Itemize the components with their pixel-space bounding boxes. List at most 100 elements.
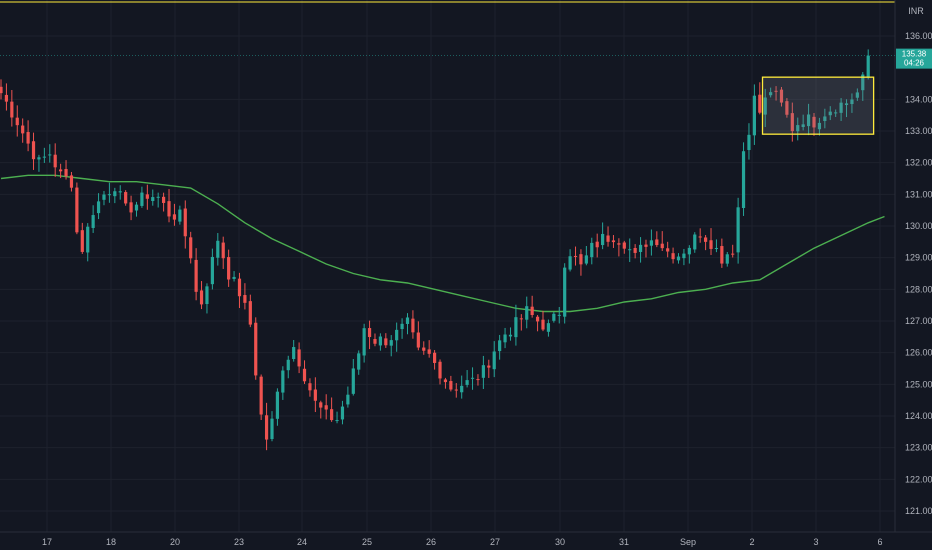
candle-body [731,253,735,255]
candle-body [704,237,708,242]
candle-body [834,112,838,114]
price-tick-label: 131.00 [905,189,932,199]
candle-body [628,249,632,251]
time-tick-label: 31 [619,537,629,547]
candle-body [264,415,269,440]
currency-text: INR [908,6,924,16]
candle-body [785,101,789,115]
candle-body [503,334,507,343]
time-tick-label: Sep [680,537,696,547]
candle-body [530,306,534,316]
time-tick-label: 20 [170,537,180,547]
candle-body [823,116,827,121]
candle-body [850,99,854,105]
highlight-box[interactable] [761,76,875,135]
candle-body [346,394,350,405]
candle-body [205,286,209,305]
candle-body [812,116,816,128]
candle-body [384,338,388,346]
time-tick-label: 17 [42,537,52,547]
candle-body [671,253,675,260]
price-tick-label: 127.00 [905,316,932,326]
time-tick-label: 2 [749,537,754,547]
candle-body [779,89,784,103]
candle-body [400,323,404,330]
candle-body [194,259,198,292]
candle-body [31,141,36,160]
moving-average-line [0,174,885,313]
countdown-timer: 04:26 [904,59,925,68]
candle-body [37,157,41,160]
candle-body [378,336,382,346]
candle-body [140,192,144,206]
price-axis[interactable] [895,0,932,550]
candle-body [324,405,328,410]
candle-body [649,240,653,246]
price-tick-label: 123.00 [905,443,932,453]
candle-body [422,347,426,351]
candle-body [53,154,57,168]
candle-body [124,192,128,204]
candle-body [302,368,307,382]
candle-body [42,156,46,158]
candle-body [221,242,225,259]
time-tick-label: 25 [362,537,372,547]
candle-body [454,389,458,391]
candle-body [676,256,681,261]
candle-body [21,125,25,134]
candle-body [172,214,177,220]
candle-body [75,187,79,233]
price-tick-label: 124.00 [905,411,932,421]
candle-body [389,340,393,346]
candle-body [340,406,345,420]
candle-body [362,328,366,356]
price-axis-labels: 136.00 134.00 133.00 132.00 131.00 130.00 129.… [905,31,932,516]
candle-body [476,379,480,381]
candle-body [796,125,800,132]
candle-body [866,55,870,77]
candle-body [416,332,420,348]
candle-body [844,103,849,106]
candle-body [427,349,431,354]
time-axis-labels: 17 18 20 23 24 25 26 27 30 31 Sep 2 3 6 [42,537,883,547]
candle-body [573,255,578,257]
candle-body [237,278,242,297]
candle-body [357,353,361,370]
candle-body [167,201,171,217]
candle-body [102,194,106,200]
candle-body [774,90,778,92]
candle-body [806,114,811,127]
highlight-rectangle[interactable] [761,76,875,135]
time-axis[interactable] [0,532,932,550]
candle-body [714,247,719,249]
candles [0,49,870,451]
candle-body [189,237,193,259]
candle-body [292,347,296,360]
candle-body [243,295,247,303]
candle-body [48,154,52,156]
candle-body [438,361,442,379]
candle-body [546,323,551,332]
candle-body [720,246,724,264]
candle-body [96,201,101,214]
time-tick-label: 30 [555,537,565,547]
currency-label[interactable]: INR [903,6,929,16]
time-tick-label: 3 [813,537,818,547]
candle-body [817,122,822,130]
candle-body [541,319,545,330]
candle-body [514,317,518,338]
current-price-value: 135.38 [902,50,927,59]
candle-body [655,239,659,246]
candle-body [465,380,469,385]
candle-body [145,194,149,199]
ma-path [0,174,885,313]
candle-body [611,240,616,243]
candle-body [622,242,626,249]
current-price-badge [896,48,932,69]
candle-body [286,359,290,371]
candle-body [10,101,14,118]
time-tick-label: 6 [877,537,882,547]
price-tick-label: 130.00 [905,221,932,231]
candle-body [270,418,274,440]
